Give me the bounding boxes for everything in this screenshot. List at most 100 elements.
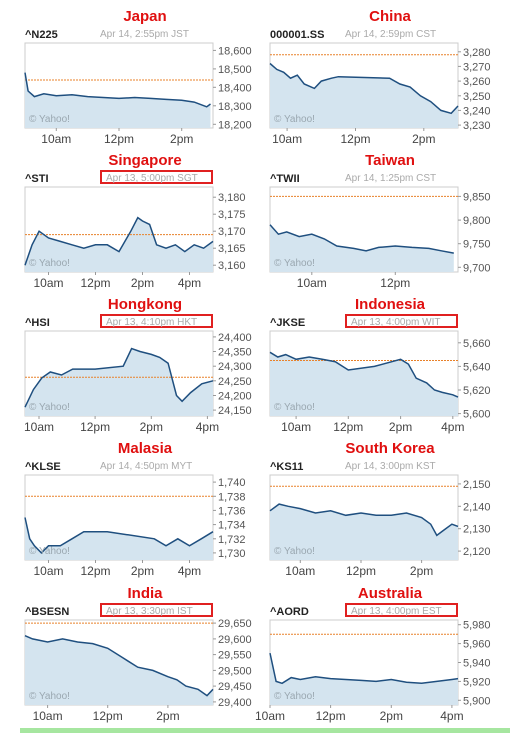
y-tick-label: 18,200 xyxy=(218,119,252,131)
y-tick-label: 5,640 xyxy=(463,361,491,373)
price-area-fill xyxy=(270,224,454,272)
ticker-symbol: ^JKSE xyxy=(270,317,306,329)
timestamp-highlighted: Apr 13, 4:00pm WIT xyxy=(345,314,458,328)
country-title: Hongkong xyxy=(107,296,183,313)
timestamp: Apr 14, 4:50pm MYT xyxy=(100,461,193,472)
price-line xyxy=(269,62,459,115)
ticker-symbol: ^STI xyxy=(25,173,49,185)
y-tick-label: 5,980 xyxy=(463,620,491,632)
country-title: India xyxy=(127,585,163,602)
y-tick-label: 2,150 xyxy=(463,479,491,491)
yahoo-watermark: © Yahoo! xyxy=(274,691,315,702)
y-tick-label: 1,732 xyxy=(218,534,246,546)
stock-chart: © Yahoo! 18,600 18,500 18,400 18,300 18,200 10… xyxy=(24,42,252,146)
y-tick-label: 18,400 xyxy=(218,82,252,94)
yahoo-watermark: © Yahoo! xyxy=(29,546,70,557)
timestamp: Apr 14, 2:59pm CST xyxy=(345,29,437,40)
x-tick-label: 4pm xyxy=(196,420,219,434)
x-tick-label: 12pm xyxy=(316,709,346,723)
bottom-green-bar xyxy=(20,728,510,733)
x-tick-label: 10am xyxy=(297,276,327,290)
ticker-symbol: ^HSI xyxy=(25,317,50,329)
ticker-symbol: ^KS11 xyxy=(270,461,304,473)
x-tick-label: 4pm xyxy=(178,276,201,290)
y-tick-label: 24,400 xyxy=(218,332,252,344)
panel-china: China 000001.SS Apr 14, 2:59pm CST © Yah… xyxy=(269,8,515,148)
country-title: Taiwan xyxy=(365,152,415,169)
x-tick-label: 4pm xyxy=(441,420,464,434)
x-tick-label: 2pm xyxy=(156,709,179,723)
stock-chart: © Yahoo! 2,150 2,140 2,130 2,120 10am 12pm 2pm xyxy=(269,474,491,578)
y-tick-label: 5,940 xyxy=(463,658,491,670)
country-title: Malasia xyxy=(117,440,173,457)
y-tick-label: 2,120 xyxy=(463,546,491,558)
stock-chart: © Yahoo! 9,850 9,800 9,750 9,700 10am 12pm xyxy=(269,186,491,290)
y-tick-label: 24,250 xyxy=(218,376,252,388)
x-tick-label: 2pm xyxy=(380,709,403,723)
panel-japan: Japan ^N225 Apr 14, 2:55pm JST © Yahoo! 1… xyxy=(24,8,270,148)
y-tick-label: 2,130 xyxy=(463,524,491,536)
price-line xyxy=(269,652,459,685)
y-tick-label: 3,230 xyxy=(463,120,491,132)
x-tick-label: 10am xyxy=(24,420,54,434)
y-tick-label: 1,740 xyxy=(218,477,246,489)
ticker-symbol: ^N225 xyxy=(25,29,58,41)
x-tick-label: 12pm xyxy=(80,564,110,578)
y-tick-label: 9,800 xyxy=(463,215,491,227)
y-tick-label: 1,730 xyxy=(218,548,246,560)
timestamp-highlighted: Apr 13, 4:10pm HKT xyxy=(100,314,213,328)
price-area-fill xyxy=(270,63,458,128)
ticker-symbol: ^BSESN xyxy=(25,606,70,618)
stock-chart: © Yahoo! 29,650 29,600 29,550 29,500 29,450 29… xyxy=(24,618,252,723)
y-tick-label: 24,350 xyxy=(218,347,252,359)
stock-chart: © Yahoo! 1,740 1,738 1,736 1,734 1,732 1,730 10… xyxy=(24,474,246,578)
x-tick-label: 10am xyxy=(281,420,311,434)
x-tick-label: 12pm xyxy=(80,276,110,290)
country-title: China xyxy=(369,8,411,25)
yahoo-watermark: © Yahoo! xyxy=(29,402,70,413)
y-tick-label: 9,700 xyxy=(463,262,491,274)
panel-india: India ^BSESN Apr 13, 3:30pm IST © Yahoo!… xyxy=(24,585,270,725)
timestamp-highlighted: Apr 13, 3:30pm IST xyxy=(100,603,213,617)
y-tick-label: 3,250 xyxy=(463,91,491,103)
country-title: South Korea xyxy=(345,440,435,457)
panel-hongkong: Hongkong ^HSI Apr 13, 4:10pm HKT © Yahoo… xyxy=(24,296,270,436)
x-tick-label: 10am xyxy=(272,132,302,146)
y-tick-label: 3,170 xyxy=(218,226,246,238)
price-line xyxy=(269,224,454,254)
stock-chart: © Yahoo! 5,660 5,640 5,620 5,600 10am 12pm 2pm 4… xyxy=(269,330,491,434)
y-tick-label: 5,960 xyxy=(463,639,491,651)
x-tick-label: 10am xyxy=(33,564,63,578)
y-tick-label: 1,736 xyxy=(218,505,246,517)
y-tick-label: 29,550 xyxy=(218,650,252,662)
price-line xyxy=(269,351,459,398)
y-tick-label: 29,500 xyxy=(218,665,252,677)
ticker-symbol: 000001.SS xyxy=(270,29,325,41)
timestamp: Apr 14, 2:55pm JST xyxy=(100,29,189,40)
y-tick-label: 3,165 xyxy=(218,243,246,255)
ticker-symbol: ^KLSE xyxy=(25,461,61,473)
price-area-fill xyxy=(270,504,458,560)
yahoo-watermark: © Yahoo! xyxy=(274,402,315,413)
y-tick-label: 29,450 xyxy=(218,681,252,693)
x-tick-label: 10am xyxy=(285,564,315,578)
price-area-fill xyxy=(270,653,458,705)
x-tick-label: 12pm xyxy=(346,564,376,578)
panel-malaysia: Malasia ^KLSE Apr 14, 4:50pm MYT © Yahoo… xyxy=(24,440,270,580)
price-line xyxy=(24,216,214,266)
y-tick-label: 1,734 xyxy=(218,520,246,532)
x-tick-label: 12pm xyxy=(333,420,363,434)
y-tick-label: 5,920 xyxy=(463,676,491,688)
ticker-symbol: ^TWII xyxy=(270,173,300,185)
x-tick-label: 12pm xyxy=(380,276,410,290)
country-title: Japan xyxy=(123,8,167,25)
yahoo-watermark: © Yahoo! xyxy=(274,546,315,557)
country-title: Indonesia xyxy=(354,296,425,313)
country-title: Singapore xyxy=(108,152,182,169)
price-line xyxy=(269,503,459,537)
yahoo-watermark: © Yahoo! xyxy=(29,114,70,125)
x-tick-label: 4pm xyxy=(440,709,463,723)
x-tick-label: 10am xyxy=(33,276,63,290)
y-tick-label: 9,850 xyxy=(463,191,491,203)
y-tick-label: 3,160 xyxy=(218,260,246,272)
